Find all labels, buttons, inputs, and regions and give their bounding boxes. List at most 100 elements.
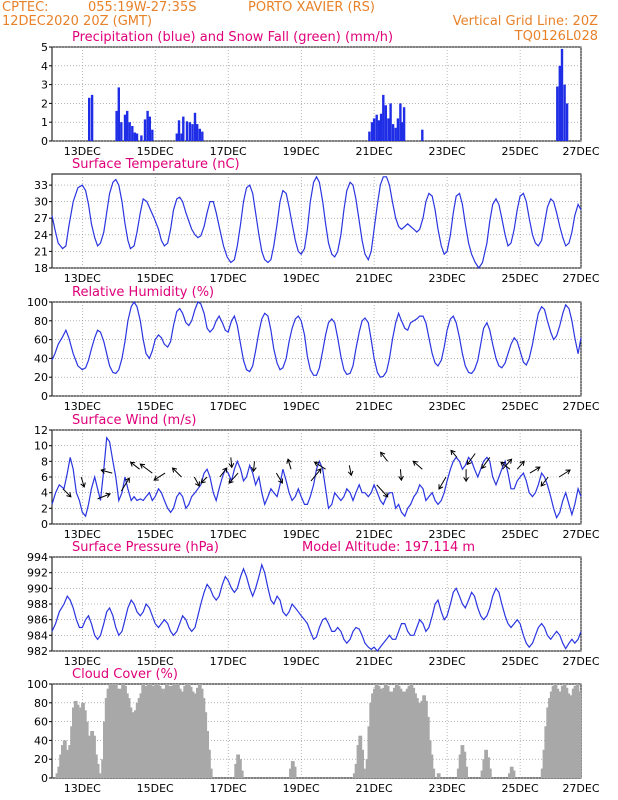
wind-vector-30 (500, 461, 511, 470)
wind-vector-23 (412, 460, 423, 470)
panel-wind: Surface Wind (m/s) 0 2 4 6 8 10 12 13DEC 15DEC 17… (34, 413, 600, 541)
precip-bar-14 (148, 116, 151, 141)
precip-bar-8 (131, 126, 134, 141)
pressure-ytick-992: 992 (27, 567, 48, 580)
pressure-ytick-994: 994 (27, 551, 48, 564)
humidity-title: Relative Humidity (%) (72, 285, 214, 300)
precip-bar-9 (133, 132, 136, 141)
cloud-ytick-60: 60 (34, 716, 48, 729)
humidity-xtick-27DEC: 27DEC (562, 400, 599, 413)
humidity-plot: 0 20 40 60 80 100 13DEC 15DEC 17DEC 19DEC 21DEC 23D… (27, 296, 600, 413)
wind-xtick-27DEC: 27DEC (562, 528, 599, 541)
wind-vector-21 (379, 451, 388, 462)
wind-vector-0 (62, 488, 72, 498)
wind-ytick-2: 2 (41, 502, 48, 515)
wind-vector-8 (171, 467, 182, 478)
cloud-bar-134 (436, 773, 441, 778)
wind-xtick-25DEC: 25DEC (502, 528, 539, 541)
pressure-series-line (51, 562, 582, 652)
cloud-bar-83 (208, 768, 213, 778)
cloud-ytick-20: 20 (34, 753, 48, 766)
cloud-ytick-100: 100 (27, 678, 48, 691)
wind-vector-16 (286, 458, 292, 470)
precip-bar-34 (384, 105, 387, 141)
precip-bar-19 (182, 116, 185, 141)
precip-bar-25 (198, 128, 201, 141)
wind-vector-7 (153, 472, 166, 481)
wind-vector-17 (310, 468, 322, 482)
temperature-xtick-13DEC: 13DEC (64, 272, 101, 285)
pressure-xtick-13DEC: 13DEC (64, 655, 101, 668)
wind-xtick-21DEC: 21DEC (356, 528, 393, 541)
pressure-xtick-25DEC: 25DEC (502, 655, 539, 668)
cloud-bar-143 (486, 757, 490, 778)
humidity-xtick-15DEC: 15DEC (137, 400, 174, 413)
humidity-series-line (51, 300, 582, 378)
temperature-series-line (51, 175, 582, 270)
precip-bar-33 (382, 94, 385, 141)
precip-bar-16 (175, 133, 178, 141)
precip-bar-6 (126, 110, 129, 141)
humidity-xtick-13DEC: 13DEC (64, 400, 101, 413)
precip-ytick-5: 5 (41, 41, 48, 54)
precip-bar-47 (563, 84, 566, 141)
temperature-frame (51, 173, 582, 269)
cloud-xtick-13DEC: 13DEC (64, 782, 101, 795)
cloud-bar-23 (97, 773, 102, 778)
cloud-bar-82 (207, 749, 211, 778)
pressure-plot: 982 984 986 988 990 992 994 13DEC 15DEC 17DEC 19DE… (27, 551, 600, 668)
precip-bar-5 (123, 114, 127, 141)
wind-vector-20 (376, 484, 389, 498)
wind-vector-33 (540, 476, 549, 487)
precip-bar-2 (115, 110, 118, 141)
cloud-bar-147 (511, 770, 516, 778)
panel-humidity: Relative Humidity (%) 0 20 40 60 80 100 13DEC 1… (27, 285, 600, 413)
precip-bar-32 (379, 113, 383, 141)
precip-bar-27 (368, 131, 371, 141)
precip-bar-21 (188, 122, 192, 141)
cloud-xtick-27DEC: 27DEC (562, 782, 599, 795)
precip-xtick-23DEC: 23DEC (429, 145, 466, 158)
precip-bar-4 (120, 122, 123, 141)
precip-bar-10 (135, 133, 139, 141)
precip-ytick-3: 3 (41, 79, 48, 92)
wind-vector-28 (481, 457, 491, 470)
precip-bar-40 (399, 103, 402, 141)
pressure-title: Surface Pressure (hPa) (72, 540, 219, 555)
precip-bar-18 (180, 133, 183, 141)
wind-xtick-23DEC: 23DEC (429, 528, 466, 541)
humidity-xtick-19DEC: 19DEC (283, 400, 320, 413)
temperature-plot: 18 21 24 27 30 33 13DEC 15DEC 17DEC 19DEC 21DEC 23D… (34, 174, 600, 285)
wind-vector-22 (398, 469, 404, 482)
temperature-xtick-23DEC: 23DEC (429, 272, 466, 285)
precip-bar-29 (372, 118, 376, 141)
precip-bar-30 (375, 114, 378, 141)
wind-vector-29 (502, 458, 513, 470)
cloud-xtick-25DEC: 25DEC (502, 782, 539, 795)
cloud-bar-22 (95, 763, 100, 778)
pressure-xtick-15DEC: 15DEC (137, 655, 174, 668)
precip-bar-42 (402, 107, 406, 141)
precip-bar-46 (560, 48, 564, 141)
cloud-bar-116 (400, 691, 405, 778)
cloud-xtick-15DEC: 15DEC (137, 782, 174, 795)
panel-temperature: Surface Temperature (nC) 18 21 24 27 30 33 13D… (34, 157, 600, 285)
header-source: CPTEC: (2, 0, 49, 15)
temperature-xtick-15DEC: 15DEC (137, 272, 174, 285)
wind-vector-31 (516, 460, 525, 470)
header-station: PORTO XAVIER (RS) (248, 0, 375, 15)
wind-ytick-6: 6 (41, 471, 48, 484)
precip-title: Precipitation (blue) and Snow Fall (gree… (72, 30, 393, 45)
precip-xtick-19DEC: 19DEC (283, 145, 320, 158)
humidity-xtick-17DEC: 17DEC (210, 400, 247, 413)
model-altitude: Model Altitude: 197.114 m (302, 540, 475, 555)
cloud-ytick-0: 0 (41, 772, 48, 785)
temperature-ytick-18: 18 (34, 262, 48, 275)
cloud-bar-68 (181, 691, 186, 778)
cloud-bar-168 (577, 691, 582, 778)
wind-title: Surface Wind (m/s) (72, 413, 196, 428)
wind-vector-19 (347, 465, 354, 477)
cloud-xtick-19DEC: 19DEC (283, 782, 320, 795)
precip-xtick-25DEC: 25DEC (502, 145, 539, 158)
precip-bar-23 (193, 112, 197, 141)
